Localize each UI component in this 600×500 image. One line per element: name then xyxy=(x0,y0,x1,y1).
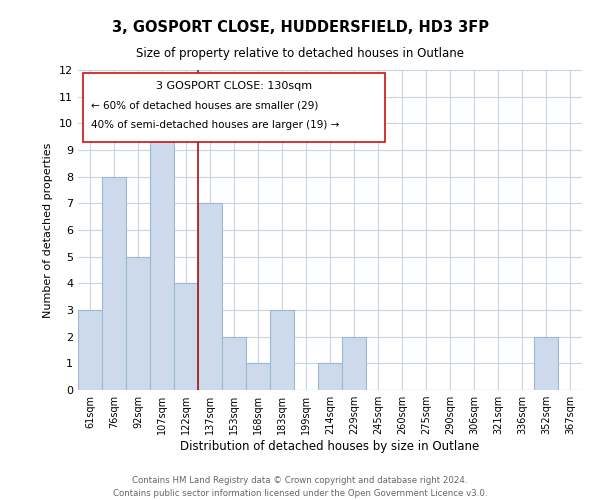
Bar xyxy=(102,176,126,390)
Text: 3, GOSPORT CLOSE, HUDDERSFIELD, HD3 3FP: 3, GOSPORT CLOSE, HUDDERSFIELD, HD3 3FP xyxy=(112,20,488,35)
FancyBboxPatch shape xyxy=(83,73,385,142)
X-axis label: Distribution of detached houses by size in Outlane: Distribution of detached houses by size … xyxy=(181,440,479,453)
Text: Contains HM Land Registry data © Crown copyright and database right 2024.
Contai: Contains HM Land Registry data © Crown c… xyxy=(113,476,487,498)
Bar xyxy=(222,336,246,390)
Text: Size of property relative to detached houses in Outlane: Size of property relative to detached ho… xyxy=(136,48,464,60)
Bar xyxy=(126,256,150,390)
Bar xyxy=(198,204,222,390)
Bar xyxy=(246,364,270,390)
Bar xyxy=(150,124,174,390)
Bar xyxy=(174,284,198,390)
Bar xyxy=(534,336,558,390)
Y-axis label: Number of detached properties: Number of detached properties xyxy=(43,142,53,318)
Bar xyxy=(78,310,102,390)
Text: ← 60% of detached houses are smaller (29): ← 60% of detached houses are smaller (29… xyxy=(91,100,318,110)
Bar xyxy=(342,336,366,390)
Text: 40% of semi-detached houses are larger (19) →: 40% of semi-detached houses are larger (… xyxy=(91,120,339,130)
Bar xyxy=(318,364,342,390)
Text: 3 GOSPORT CLOSE: 130sqm: 3 GOSPORT CLOSE: 130sqm xyxy=(156,81,313,91)
Bar xyxy=(270,310,294,390)
